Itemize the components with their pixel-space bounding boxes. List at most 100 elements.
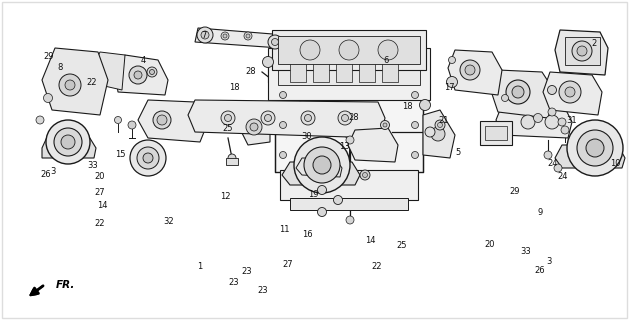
Bar	[280, 170, 418, 200]
Circle shape	[506, 80, 530, 104]
Bar	[278, 47, 420, 85]
Polygon shape	[543, 72, 602, 115]
Text: 32: 32	[164, 217, 174, 226]
Text: 26: 26	[535, 266, 545, 275]
Bar	[272, 30, 426, 70]
Circle shape	[447, 76, 457, 87]
Text: 22: 22	[94, 219, 104, 228]
Text: 24: 24	[558, 172, 568, 181]
Polygon shape	[42, 135, 96, 158]
Circle shape	[157, 115, 167, 125]
Text: 25: 25	[396, 241, 406, 250]
Polygon shape	[490, 70, 555, 118]
Polygon shape	[282, 162, 360, 185]
Circle shape	[501, 94, 508, 101]
Circle shape	[512, 86, 524, 98]
Circle shape	[153, 111, 171, 129]
Circle shape	[360, 170, 370, 180]
Circle shape	[460, 60, 480, 80]
Text: 33: 33	[87, 161, 99, 170]
Text: 8: 8	[57, 63, 62, 72]
Text: 14: 14	[365, 236, 375, 245]
Bar	[336, 54, 352, 82]
Circle shape	[279, 151, 286, 158]
Text: 17: 17	[445, 83, 455, 92]
Circle shape	[425, 127, 435, 137]
Text: 29: 29	[509, 187, 520, 196]
Bar	[480, 121, 512, 145]
Circle shape	[61, 135, 75, 149]
Text: 14: 14	[97, 201, 107, 210]
Polygon shape	[115, 55, 168, 95]
Circle shape	[333, 196, 343, 204]
Text: 16: 16	[302, 230, 312, 239]
Circle shape	[438, 123, 442, 127]
Circle shape	[246, 34, 250, 38]
Text: 18: 18	[403, 102, 413, 111]
Circle shape	[279, 92, 286, 99]
Circle shape	[465, 65, 475, 75]
Text: 15: 15	[116, 150, 126, 159]
Text: 18: 18	[229, 83, 239, 92]
Circle shape	[411, 92, 418, 99]
Circle shape	[244, 32, 252, 40]
Circle shape	[383, 123, 387, 127]
Polygon shape	[92, 52, 125, 90]
Circle shape	[304, 147, 340, 183]
Bar	[278, 36, 420, 64]
Circle shape	[43, 93, 52, 102]
Text: 26: 26	[40, 170, 50, 179]
Circle shape	[147, 67, 157, 77]
Text: 28: 28	[245, 67, 255, 76]
Text: 24: 24	[547, 159, 557, 168]
Circle shape	[577, 130, 613, 166]
Text: 30: 30	[302, 132, 312, 141]
Text: FR.: FR.	[55, 280, 75, 291]
Circle shape	[572, 41, 592, 61]
Circle shape	[265, 115, 272, 122]
Circle shape	[558, 118, 566, 126]
Circle shape	[318, 186, 326, 195]
Text: 10: 10	[610, 159, 620, 168]
Circle shape	[577, 46, 587, 56]
Circle shape	[301, 111, 315, 125]
Polygon shape	[348, 128, 398, 162]
Circle shape	[313, 156, 331, 174]
Text: 3: 3	[546, 257, 551, 266]
Circle shape	[420, 100, 430, 110]
Bar	[313, 54, 329, 82]
Circle shape	[338, 111, 352, 125]
Circle shape	[225, 115, 231, 122]
Text: 9: 9	[537, 208, 542, 217]
Circle shape	[411, 151, 418, 158]
Text: 25: 25	[223, 124, 233, 133]
Bar	[226, 158, 238, 165]
Text: 6: 6	[384, 56, 389, 65]
Circle shape	[221, 32, 229, 40]
Circle shape	[279, 122, 286, 129]
Text: 2: 2	[592, 39, 597, 48]
Text: 21: 21	[438, 116, 448, 125]
Text: 23: 23	[242, 267, 252, 276]
Text: 28: 28	[348, 113, 359, 122]
Text: 22: 22	[86, 78, 96, 87]
Circle shape	[201, 31, 209, 39]
Circle shape	[262, 57, 274, 68]
Circle shape	[448, 57, 455, 63]
Text: 33: 33	[520, 247, 531, 256]
Circle shape	[378, 40, 398, 60]
Circle shape	[346, 136, 354, 144]
Circle shape	[129, 66, 147, 84]
Circle shape	[65, 80, 75, 90]
Circle shape	[559, 81, 581, 103]
Bar	[565, 37, 600, 65]
Polygon shape	[496, 105, 572, 138]
Circle shape	[223, 34, 227, 38]
Text: 20: 20	[484, 240, 494, 249]
Text: 4: 4	[141, 56, 146, 65]
Circle shape	[143, 153, 153, 163]
Circle shape	[268, 35, 282, 49]
Circle shape	[561, 126, 569, 134]
Polygon shape	[42, 48, 108, 115]
Circle shape	[228, 154, 236, 162]
